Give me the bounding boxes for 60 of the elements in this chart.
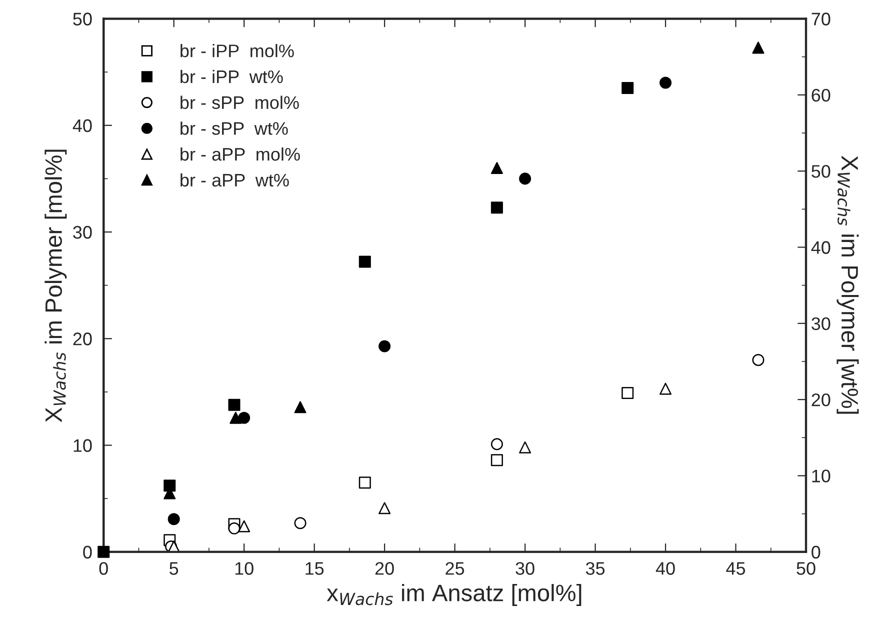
point — [519, 441, 532, 454]
point — [519, 172, 532, 185]
x-tick-label: 50 — [796, 562, 816, 575]
y-tick-label: 40 — [72, 119, 92, 132]
y-tick-label: 20 — [73, 332, 92, 346]
x-tick-label: 20 — [375, 562, 394, 575]
point — [660, 76, 672, 89]
point — [490, 454, 503, 466]
x-tick-label: 25 — [446, 562, 464, 575]
legend-label: br - sPP wt% — [180, 122, 288, 135]
y-tick-label: 30 — [73, 226, 92, 239]
y2-tick-label: 40 — [811, 241, 830, 254]
point — [378, 340, 391, 352]
point — [622, 387, 634, 400]
y-tick-label: 10 — [74, 439, 92, 452]
point — [622, 82, 634, 94]
point — [752, 354, 764, 366]
x-tick-label: 35 — [586, 562, 605, 575]
x-axis-title: x$_{Wachs}$ im Ansatz [mol%] — [326, 584, 582, 606]
legend-label: br - aPP mol% — [180, 147, 300, 161]
x-tick-label: 45 — [726, 562, 746, 575]
y2-tick-label: 20 — [812, 393, 830, 406]
legend-label: br - iPP wt% — [180, 70, 283, 84]
x-tick-label: 30 — [516, 562, 534, 575]
point — [490, 162, 503, 174]
point — [660, 382, 672, 395]
point — [238, 412, 250, 424]
y2-tick-label: 10 — [812, 470, 830, 482]
x-tick-label: 10 — [235, 562, 254, 575]
legend-label: br - aPP wt% — [180, 173, 289, 187]
point — [228, 398, 240, 411]
point — [358, 476, 371, 489]
point — [228, 522, 240, 534]
y2-tick-label: 0 — [812, 546, 820, 559]
y2-tick-label: 50 — [812, 165, 830, 178]
point — [294, 517, 306, 530]
x-tick-label: 0 — [99, 562, 108, 575]
x-tick-label: 15 — [306, 562, 324, 575]
y2-axis-title: X$_{Wachs}$ im Polymer [wt%] — [836, 156, 859, 414]
y2-tick-label: 30 — [812, 317, 830, 330]
legend-label: br - sPP mol% — [180, 96, 299, 110]
x-tick-label: 40 — [656, 562, 675, 575]
point — [752, 42, 764, 54]
point — [294, 401, 306, 414]
y2-tick-label: 60 — [812, 88, 830, 102]
point — [358, 256, 371, 268]
point — [168, 513, 180, 526]
point — [238, 520, 250, 532]
legend-label: br - iPP mol% — [180, 44, 294, 58]
point — [164, 480, 176, 492]
point — [490, 438, 503, 450]
y-axis-title: X$_{Wachs}$ im Polymer [mol%] — [44, 150, 67, 422]
x-tick-label: 5 — [170, 562, 178, 575]
y-tick-label: 50 — [73, 12, 92, 26]
point — [98, 546, 110, 558]
y2-tick-label: 70 — [812, 12, 830, 26]
point — [230, 412, 242, 424]
y-tick-label: 0 — [83, 546, 92, 559]
point — [378, 502, 391, 514]
point — [490, 202, 503, 214]
